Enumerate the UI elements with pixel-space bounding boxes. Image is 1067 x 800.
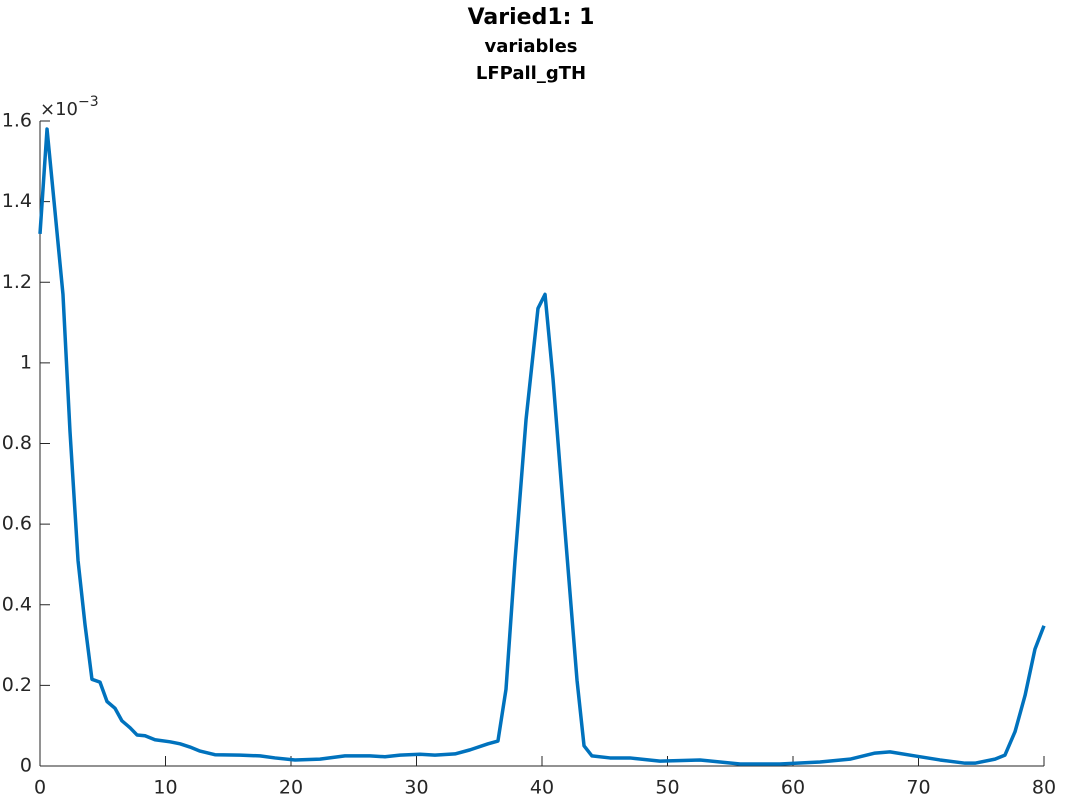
x-tick-label: 50 [655, 777, 679, 799]
x-tick-label: 80 [1032, 777, 1056, 799]
y-exponent-base: ×10 [40, 99, 78, 120]
x-tick-label: 70 [906, 777, 930, 799]
x-tick-label: 40 [530, 777, 554, 799]
y-tick-label: 0.6 [2, 513, 32, 535]
chart-subtitle: LFPall_gTH [476, 63, 586, 84]
y-tick-label: 0.4 [2, 593, 32, 615]
x-tick-label: 20 [279, 777, 303, 799]
y-tick-label: 1.2 [2, 271, 32, 293]
y-tick-label: 1.4 [2, 190, 32, 212]
x-tick-label: 10 [153, 777, 177, 799]
data-line [38, 127, 1046, 766]
y-tick-label: 1 [20, 351, 32, 373]
y-tick-label: 0.2 [2, 674, 32, 696]
y-tick-label: 1.6 [2, 110, 32, 132]
x-tick-label: 0 [34, 777, 46, 799]
x-tick-label: 30 [404, 777, 428, 799]
chart-subtitle: variables [484, 36, 577, 57]
y-exponent-power: −3 [78, 94, 99, 110]
chart-title: Varied1: 1 [468, 5, 595, 30]
y-tick-label: 0 [20, 755, 32, 777]
y-tick-label: 0.8 [2, 432, 32, 454]
y-exponent: ×10−3 [40, 94, 99, 120]
x-tick-label: 60 [781, 777, 805, 799]
